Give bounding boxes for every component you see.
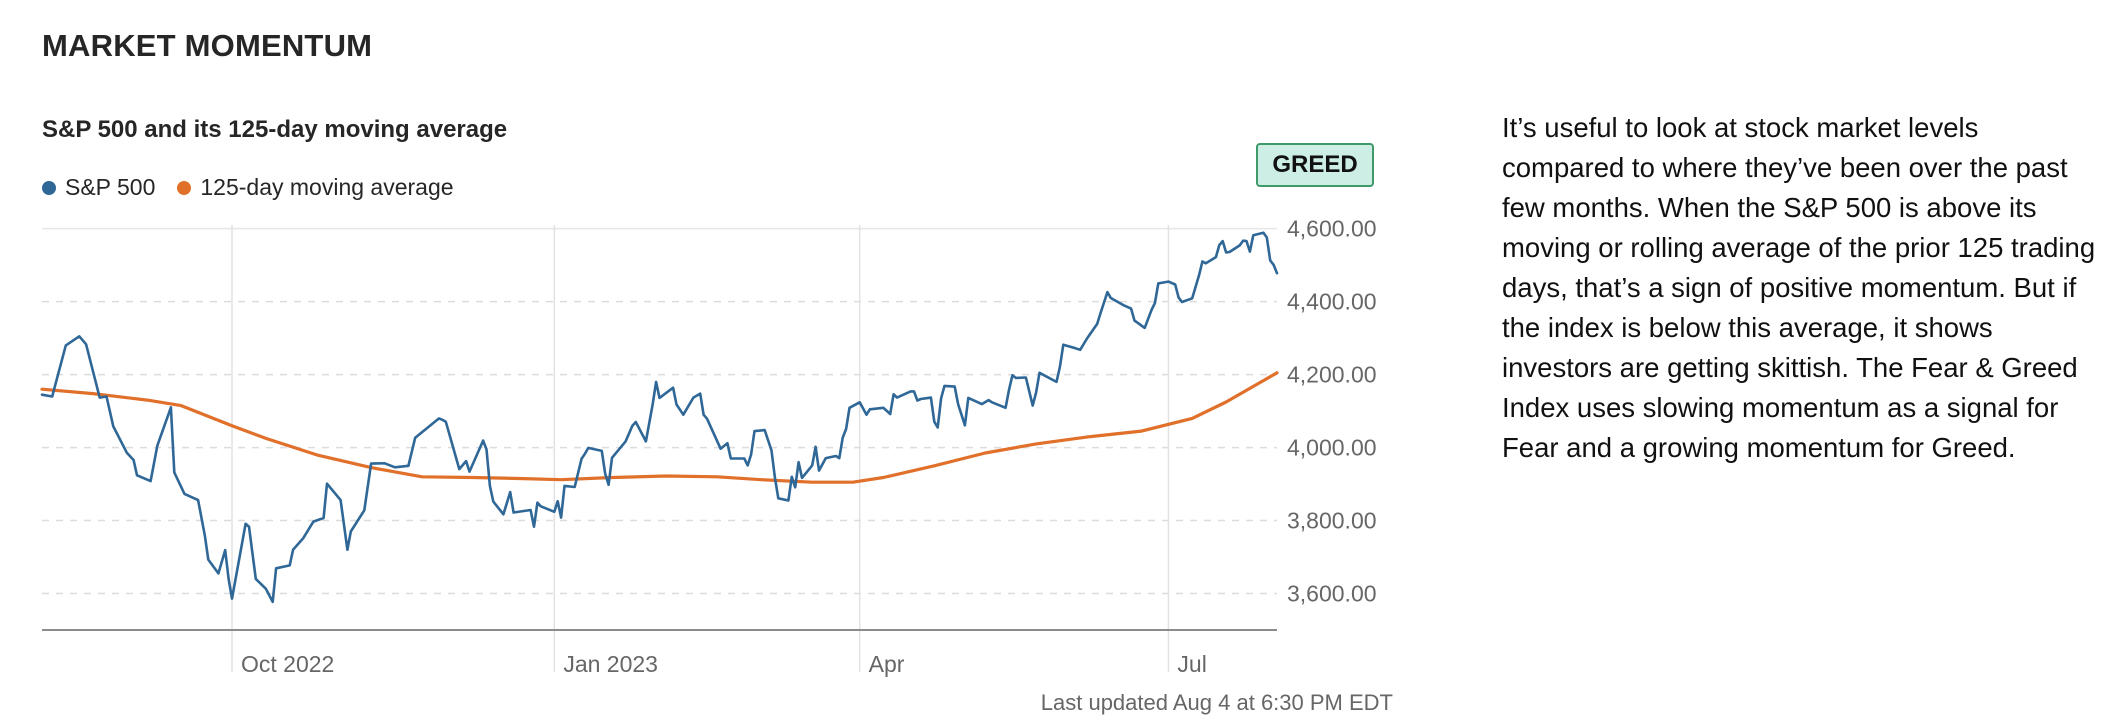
rating-badge: GREED	[1256, 143, 1374, 187]
series-line-moving-average	[40, 371, 1279, 484]
y-tick-label: 4,600.00	[1287, 216, 1377, 242]
line-chart: 3,600.00 3,800.00 4,000.00 4,200.00 4,400.00…	[40, 216, 1377, 677]
chart-legend: S&P 500 125-day moving average	[42, 174, 476, 201]
y-tick-label: 4,200.00	[1287, 362, 1377, 388]
y-tick-label: 3,800.00	[1287, 508, 1377, 534]
chart-grid	[42, 225, 1277, 672]
y-tick-label: 4,400.00	[1287, 289, 1377, 315]
chart-title: S&P 500 and its 125-day moving average	[42, 116, 508, 143]
last-updated-text: Last updated Aug 4 at 6:30 PM EDT	[1040, 690, 1393, 715]
section-title: MARKET MOMENTUM	[42, 28, 373, 63]
y-tick-label: 4,000.00	[1287, 435, 1377, 461]
x-tick-label: Jan 2023	[563, 651, 658, 677]
legend-marker-sp500	[42, 180, 56, 195]
legend-item-sp500[interactable]: S&P 500	[42, 174, 155, 201]
legend-item-moving-average[interactable]: 125-day moving average	[177, 174, 454, 201]
x-tick-label: Oct 2022	[241, 651, 334, 677]
description-text: It’s useful to look at stock market leve…	[1502, 112, 2096, 463]
chart-series	[40, 231, 1279, 604]
x-tick-label: Jul	[1177, 651, 1206, 677]
x-tick-label: Apr	[869, 651, 905, 677]
legend-label-moving-average: 125-day moving average	[200, 174, 454, 200]
y-tick-label: 3,600.00	[1287, 581, 1377, 607]
legend-marker-moving-average	[177, 180, 192, 195]
series-line-sp500	[40, 231, 1279, 604]
chart-axes: 3,600.00 3,800.00 4,000.00 4,200.00 4,400.00…	[42, 216, 1377, 677]
legend-label-sp500: S&P 500	[65, 174, 156, 200]
